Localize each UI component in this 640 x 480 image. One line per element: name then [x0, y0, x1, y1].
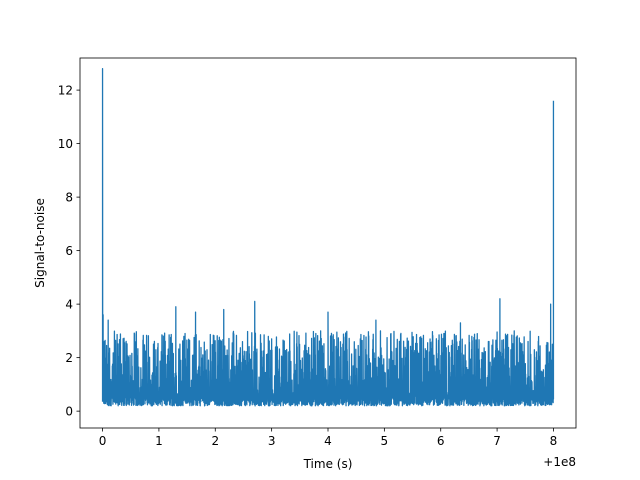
x-tick-label: 1 — [155, 434, 163, 448]
x-tick-label: 4 — [324, 434, 332, 448]
x-tick-label: 5 — [381, 434, 389, 448]
series-line — [101, 68, 555, 407]
x-tick-label: 7 — [493, 434, 501, 448]
x-axis-label: Time (s) — [303, 457, 353, 471]
y-tick-label: 8 — [65, 191, 73, 205]
x-tick-label: 6 — [437, 434, 445, 448]
x-tick-label: 8 — [550, 434, 558, 448]
x-axis-ticks: 0 1 2 3 4 5 6 7 8 — [99, 428, 558, 448]
y-axis-ticks: 0 2 4 6 8 10 12 — [58, 84, 80, 419]
y-tick-label: 0 — [65, 405, 73, 419]
x-tick-label: 0 — [99, 434, 107, 448]
x-tick-label: 2 — [211, 434, 219, 448]
y-tick-label: 10 — [58, 137, 73, 151]
y-tick-label: 4 — [65, 298, 73, 312]
series-layer — [101, 68, 555, 407]
x-tick-label: 3 — [268, 434, 276, 448]
y-tick-label: 12 — [58, 84, 73, 98]
x-offset-label: +1e8 — [543, 455, 576, 469]
y-tick-label: 2 — [65, 351, 73, 365]
y-axis-label: Signal-to-noise — [33, 198, 47, 288]
y-tick-label: 6 — [65, 244, 73, 258]
